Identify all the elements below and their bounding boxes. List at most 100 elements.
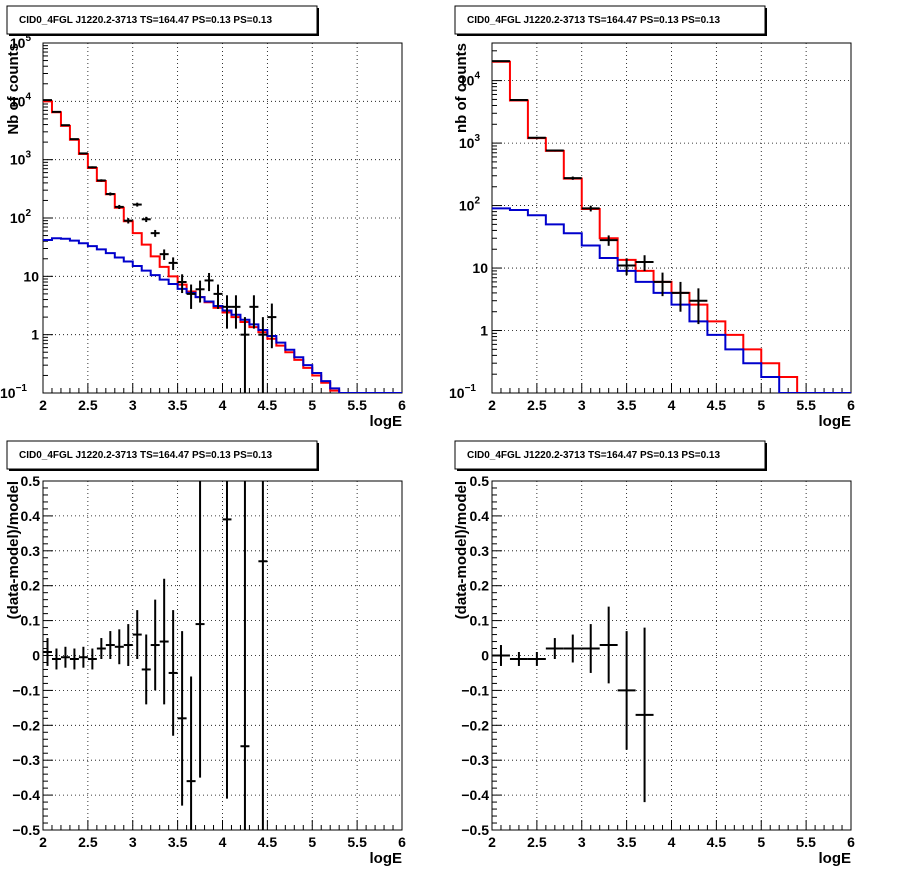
data-point (186, 284, 196, 309)
x-tick-label: 4.5 (707, 834, 727, 850)
y-tick-label: −0.2 (12, 717, 40, 733)
y-tick-exponent: 2 (474, 196, 480, 207)
x-tick-label: 3.5 (617, 397, 637, 413)
x-tick-label: 3.5 (617, 834, 637, 850)
panel-residuals-fine-bins: CID0_4FGL J1220.2-3713 TS=164.47 PS=0.13… (5, 440, 406, 867)
residual-point (123, 624, 133, 666)
y-tick-label: 10−1 (0, 383, 27, 401)
y-tick-label: 10−1 (449, 383, 476, 401)
data-layer (43, 481, 268, 830)
y-tick-label: 0.1 (21, 613, 41, 629)
y-tick-exponent: 3 (25, 150, 31, 161)
y-tick-label: −0.4 (12, 787, 40, 803)
x-tick-label: 2.5 (78, 834, 98, 850)
y-tick-label: −0.3 (12, 752, 40, 768)
data-point (599, 235, 618, 246)
y-tick-label: 103 (459, 133, 481, 151)
data-point (87, 166, 97, 169)
residual-point (96, 638, 106, 659)
y-tick-base: 10 (10, 93, 26, 109)
residual-point (150, 599, 160, 691)
data-point (60, 124, 70, 127)
x-tick-label: 4 (668, 397, 676, 413)
residual-point (563, 634, 582, 663)
data-point (150, 229, 160, 237)
y-tick-base: 10 (10, 210, 26, 226)
residual-point (43, 638, 52, 666)
data-point (78, 152, 88, 155)
data-point (105, 192, 115, 196)
y-tick-label: −0.1 (12, 682, 40, 698)
y-tick-label: 0.3 (470, 543, 490, 559)
x-tick-label: 4 (219, 397, 227, 413)
y-tick-label: 0.3 (21, 543, 41, 559)
source-model-histogram (43, 237, 402, 393)
x-tick-label: 4.5 (258, 834, 278, 850)
data-layer (492, 60, 851, 393)
data-layer (43, 99, 402, 393)
data-point (204, 272, 214, 292)
x-tick-label: 3 (578, 834, 586, 850)
data-point (249, 295, 259, 329)
panel-residuals-coarse-bins: CID0_4FGL J1220.2-3713 TS=164.47 PS=0.13… (453, 440, 855, 867)
chart-title: CID0_4FGL J1220.2-3713 TS=164.47 PS=0.13… (467, 450, 720, 461)
data-point (141, 216, 151, 223)
y-axis-label: (data-model)/model (5, 481, 22, 619)
residual-point (186, 676, 196, 830)
title-box (454, 5, 766, 35)
y-axis-label: (data-model)/model (453, 481, 470, 619)
residual-point (222, 481, 232, 799)
data-point (51, 110, 61, 113)
x-tick-label: 5 (308, 397, 316, 413)
y-axis-label: Nb of counts (5, 43, 22, 135)
data-point (581, 205, 600, 212)
title-box (454, 440, 766, 470)
data-point (653, 272, 672, 297)
panel-counts-coarse-bins: CID0_4FGL J1220.2-3713 TS=164.47 PS=0.13… (449, 5, 855, 430)
data-point (123, 218, 133, 224)
x-tick-label: 4 (219, 834, 227, 850)
panel-counts-fine-bins: CID0_4FGL J1220.2-3713 TS=164.47 PS=0.13… (0, 5, 406, 430)
x-tick-label: 5.5 (347, 834, 367, 850)
data-point (258, 317, 268, 393)
data-point (617, 258, 636, 276)
x-tick-label: 2.5 (78, 397, 98, 413)
x-tick-label: 6 (847, 834, 855, 850)
residual-point (527, 652, 546, 666)
y-tick-base: 10 (459, 135, 475, 151)
x-axis-label: logE (370, 850, 403, 867)
y-tick-base: 10 (10, 152, 26, 168)
y-tick-label: −0.4 (461, 787, 489, 803)
residual-point (240, 481, 250, 830)
y-tick-label: −0.3 (461, 752, 489, 768)
data-point (177, 274, 187, 294)
residual-point (599, 606, 618, 684)
x-tick-label: 2 (488, 834, 496, 850)
data-point (231, 295, 241, 329)
y-tick-base: 10 (10, 35, 26, 51)
x-tick-label: 4 (668, 834, 676, 850)
x-tick-label: 3.5 (168, 397, 188, 413)
y-tick-label: 10 (23, 268, 39, 284)
residual-point (258, 481, 268, 830)
x-axis-label: logE (370, 413, 403, 430)
y-tick-label: 103 (10, 150, 32, 168)
data-point (132, 202, 142, 207)
x-tick-label: 5.5 (347, 397, 367, 413)
chart-title: CID0_4FGL J1220.2-3713 TS=164.47 PS=0.13… (19, 450, 272, 461)
data-point (689, 288, 708, 325)
x-axis-label: logE (819, 413, 852, 430)
chart-title: CID0_4FGL J1220.2-3713 TS=164.47 PS=0.13… (467, 15, 720, 26)
y-tick-label: 102 (10, 208, 32, 226)
data-point (114, 204, 124, 210)
y-tick-label: 0.5 (470, 473, 490, 489)
data-point (195, 280, 205, 303)
x-tick-label: 5 (757, 834, 765, 850)
data-point (545, 149, 564, 152)
x-tick-label: 2 (488, 397, 496, 413)
residual-point (87, 648, 97, 670)
chart-title: CID0_4FGL J1220.2-3713 TS=164.47 PS=0.13… (19, 15, 272, 26)
residual-point (141, 634, 151, 705)
residual-point (545, 638, 564, 659)
residual-point (581, 624, 600, 673)
